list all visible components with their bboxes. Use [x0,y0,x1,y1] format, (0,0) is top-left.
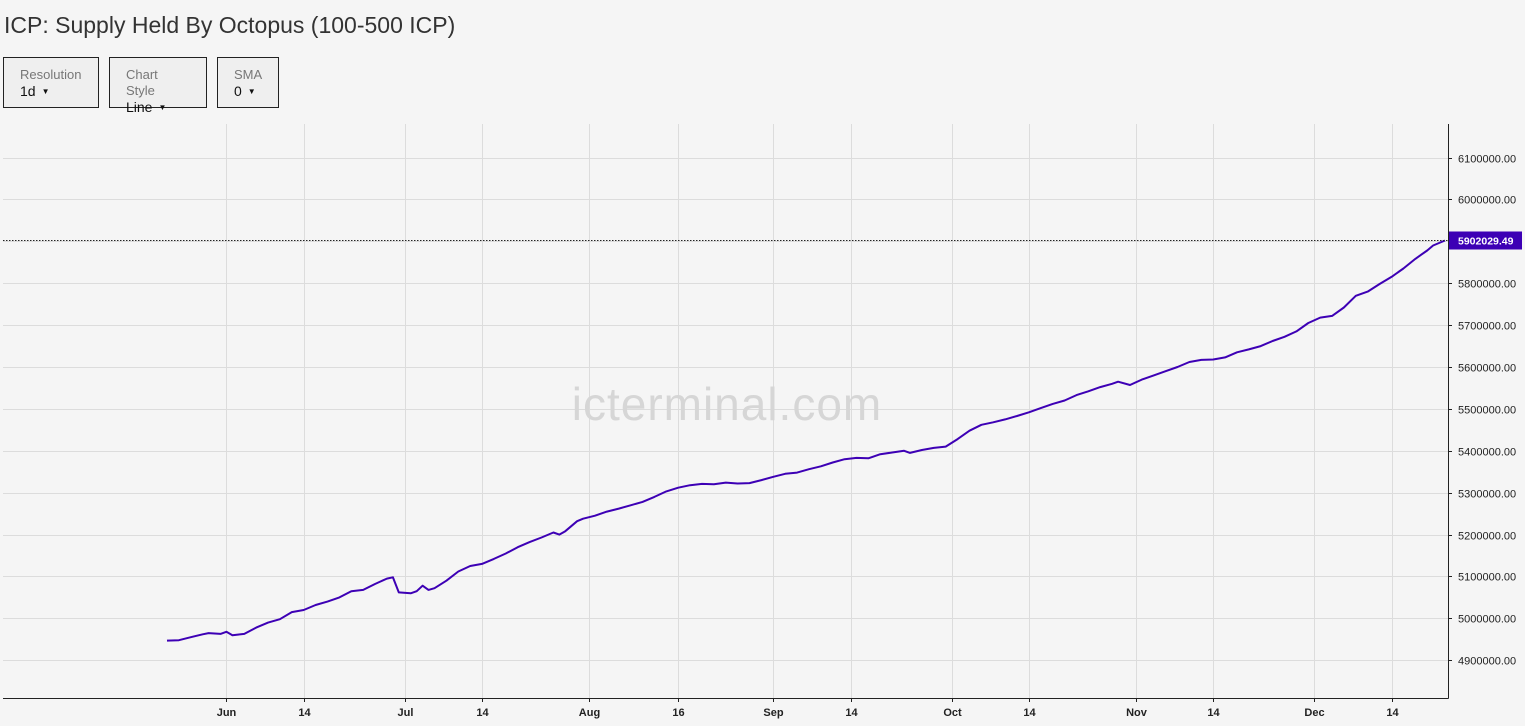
caret-down-icon: ▼ [41,87,50,96]
x-tick-label: Dec [1304,707,1324,719]
y-tick-label: 5800000.00 [1458,279,1516,291]
x-tick-label: 16 [672,707,684,719]
y-tick-label: 5100000.00 [1458,572,1516,584]
y-tick-label: 5000000.00 [1458,614,1516,626]
resolution-value: 1d [20,83,36,99]
x-tick-label: 14 [298,707,311,719]
x-tick-label: Nov [1126,707,1148,719]
x-tick-label: Oct [943,707,962,719]
chart-controls: Resolution 1d ▼ Chart Style Line ▼ SMA 0 ▼ [3,57,279,115]
y-tick-label: 5500000.00 [1458,405,1516,417]
last-value-badge [1449,231,1522,250]
y-tick-label: 6000000.00 [1458,195,1516,207]
x-tick-label: 14 [845,707,858,719]
x-tick-label: Jul [398,707,414,719]
x-tick-label: 14 [476,707,489,719]
x-tick-label: Sep [763,707,783,719]
y-tick-label: 5300000.00 [1458,489,1516,501]
page-title: ICP: Supply Held By Octopus (100-500 ICP… [4,12,456,38]
x-tick-label: Aug [579,707,600,719]
x-tick-label: 14 [1386,707,1399,719]
resolution-label: Resolution [20,67,82,82]
caret-down-icon: ▼ [247,87,256,96]
series-group [166,239,1446,642]
y-tick-label: 5600000.00 [1458,363,1516,375]
resolution-dropdown[interactable]: Resolution 1d ▼ [3,57,99,108]
y-tick-label: 5200000.00 [1458,531,1516,543]
grid-lines [3,124,1448,698]
caret-down-icon: ▼ [158,103,167,112]
last-value-marker: 5902029.49 [3,231,1522,250]
y-tick-label: 5400000.00 [1458,447,1516,459]
sma-label: SMA [234,67,263,82]
chart-style-dropdown[interactable]: Chart Style Line ▼ [109,57,207,115]
axis-labels: 4900000.00 5000000.00 5100000.00 5200000.00… [217,154,1516,720]
chart-style-label: Chart Style [126,67,158,98]
last-value-label: 5902029.49 [1458,236,1514,248]
chart-style-value: Line [126,99,153,115]
x-tick-label: Jun [217,707,237,719]
y-tick-label: 4900000.00 [1458,656,1516,668]
y-tick-label: 6100000.00 [1458,154,1516,166]
x-tick-label: 14 [1023,707,1036,719]
x-tick-label: 14 [1207,707,1220,719]
y-tick-label: 5700000.00 [1458,321,1516,333]
watermark: icterminal.com [572,378,883,430]
sma-value: 0 [234,83,242,99]
series-line [166,239,1446,642]
axes [3,124,1452,702]
sma-dropdown[interactable]: SMA 0 ▼ [217,57,279,108]
